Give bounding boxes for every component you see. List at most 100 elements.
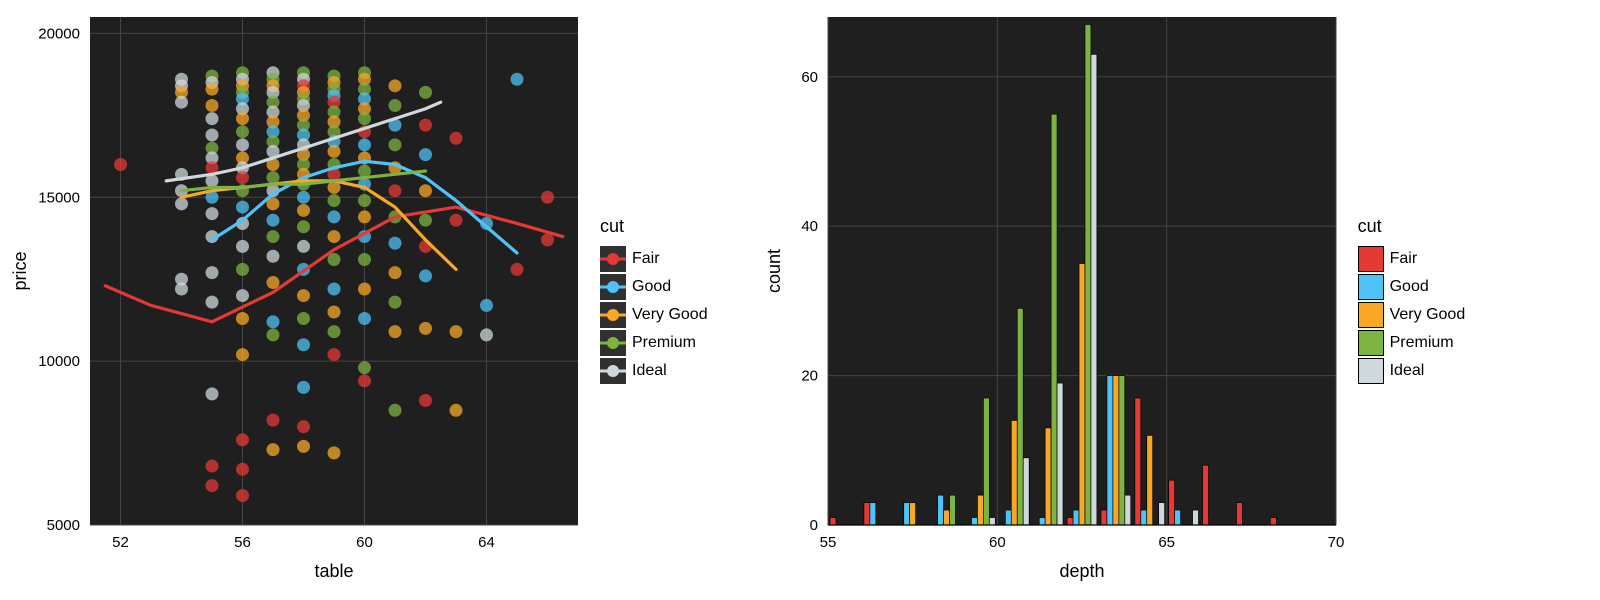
scatter-point bbox=[389, 237, 402, 250]
legend-label: Very Good bbox=[1390, 306, 1466, 324]
scatter-point bbox=[236, 240, 249, 253]
scatter-point bbox=[267, 214, 280, 227]
scatter-point bbox=[236, 201, 249, 214]
scatter-point bbox=[389, 79, 402, 92]
hist-bar bbox=[1039, 518, 1045, 525]
legend-item-very-good: Very Good bbox=[1358, 301, 1466, 329]
scatter-point bbox=[175, 197, 188, 210]
scatter-point bbox=[389, 266, 402, 279]
hist-bar bbox=[1124, 495, 1130, 525]
scatter-point bbox=[236, 112, 249, 125]
hist-bar bbox=[1073, 510, 1079, 525]
hist-bar bbox=[1107, 376, 1113, 525]
svg-text:52: 52 bbox=[112, 534, 129, 551]
scatter-point bbox=[328, 283, 341, 296]
svg-text:65: 65 bbox=[1158, 534, 1175, 551]
scatter-point bbox=[480, 299, 493, 312]
legend-title: cut bbox=[1358, 216, 1466, 237]
scatter-point bbox=[450, 325, 463, 338]
scatter-point bbox=[328, 210, 341, 223]
hist-bar bbox=[1146, 435, 1152, 525]
hist-xlabel: depth bbox=[1059, 561, 1104, 581]
scatter-point bbox=[236, 125, 249, 138]
hist-bar bbox=[943, 510, 949, 525]
hist-bar bbox=[949, 495, 955, 525]
scatter-point bbox=[328, 194, 341, 207]
scatter-point bbox=[175, 96, 188, 109]
scatter-point bbox=[236, 289, 249, 302]
scatter-point bbox=[358, 112, 371, 125]
scatter-point bbox=[450, 404, 463, 417]
scatter-point bbox=[236, 433, 249, 446]
hist-bar bbox=[1140, 510, 1146, 525]
scatter-point bbox=[297, 420, 310, 433]
svg-text:15000: 15000 bbox=[38, 189, 80, 206]
scatter-point bbox=[267, 315, 280, 328]
scatter-point bbox=[267, 250, 280, 263]
hist-bar bbox=[977, 495, 983, 525]
legend-label: Premium bbox=[1390, 334, 1454, 352]
scatter-xlabel: table bbox=[314, 561, 353, 581]
legend-item-very-good: Very Good bbox=[600, 301, 708, 329]
scatter-point bbox=[358, 361, 371, 374]
scatter-point bbox=[206, 387, 219, 400]
scatter-point bbox=[328, 348, 341, 361]
scatter-point bbox=[297, 240, 310, 253]
svg-text:40: 40 bbox=[801, 218, 818, 235]
scatter-point bbox=[236, 263, 249, 276]
scatter-point bbox=[236, 348, 249, 361]
hist-bar bbox=[1168, 480, 1174, 525]
scatter-point bbox=[328, 446, 341, 459]
scatter-point bbox=[236, 171, 249, 184]
scatter-point bbox=[389, 99, 402, 112]
hist-bar bbox=[1112, 376, 1118, 525]
scatter-point bbox=[358, 253, 371, 266]
scatter-point bbox=[297, 338, 310, 351]
hist-bar bbox=[1091, 54, 1097, 525]
scatter-point bbox=[328, 305, 341, 318]
hist-bar bbox=[1023, 458, 1029, 525]
scatter-point bbox=[328, 145, 341, 158]
scatter-point bbox=[389, 404, 402, 417]
legend-item-fair: Fair bbox=[1358, 245, 1466, 273]
hist-bar bbox=[1017, 308, 1023, 525]
legend-key bbox=[600, 330, 626, 356]
hist-bar bbox=[1005, 510, 1011, 525]
legend-key bbox=[1358, 274, 1384, 300]
hist-bar bbox=[971, 518, 977, 525]
scatter-ylabel: price bbox=[10, 251, 30, 290]
scatter-point bbox=[328, 230, 341, 243]
scatter-point bbox=[541, 191, 554, 204]
scatter-point bbox=[297, 440, 310, 453]
svg-text:0: 0 bbox=[809, 517, 817, 534]
scatter-point bbox=[206, 99, 219, 112]
hist-bar bbox=[1192, 510, 1198, 525]
scatter-point bbox=[206, 112, 219, 125]
legend-label: Good bbox=[1390, 278, 1429, 296]
scatter-point bbox=[389, 296, 402, 309]
scatter-point bbox=[267, 230, 280, 243]
svg-text:56: 56 bbox=[234, 534, 251, 551]
scatter-chart: 525660645000100001500020000 table price bbox=[0, 5, 590, 595]
scatter-point bbox=[358, 210, 371, 223]
scatter-point bbox=[206, 479, 219, 492]
legend-item-good: Good bbox=[1358, 273, 1466, 301]
legend-label: Ideal bbox=[632, 362, 667, 380]
hist-bar bbox=[1011, 420, 1017, 525]
legend-item-ideal: Ideal bbox=[600, 357, 708, 385]
scatter-point bbox=[297, 381, 310, 394]
scatter-point bbox=[328, 325, 341, 338]
legend-label: Good bbox=[632, 278, 671, 296]
scatter-point bbox=[236, 138, 249, 151]
scatter-point bbox=[419, 322, 432, 335]
legend-key bbox=[600, 358, 626, 384]
legend-key bbox=[1358, 302, 1384, 328]
hist-bar bbox=[1057, 383, 1063, 525]
legend-item-ideal: Ideal bbox=[1358, 357, 1466, 385]
legend-item-good: Good bbox=[600, 273, 708, 301]
scatter-point bbox=[206, 266, 219, 279]
hist-bar bbox=[903, 503, 909, 525]
scatter-point bbox=[267, 414, 280, 427]
scatter-point bbox=[297, 289, 310, 302]
scatter-point bbox=[206, 83, 219, 96]
